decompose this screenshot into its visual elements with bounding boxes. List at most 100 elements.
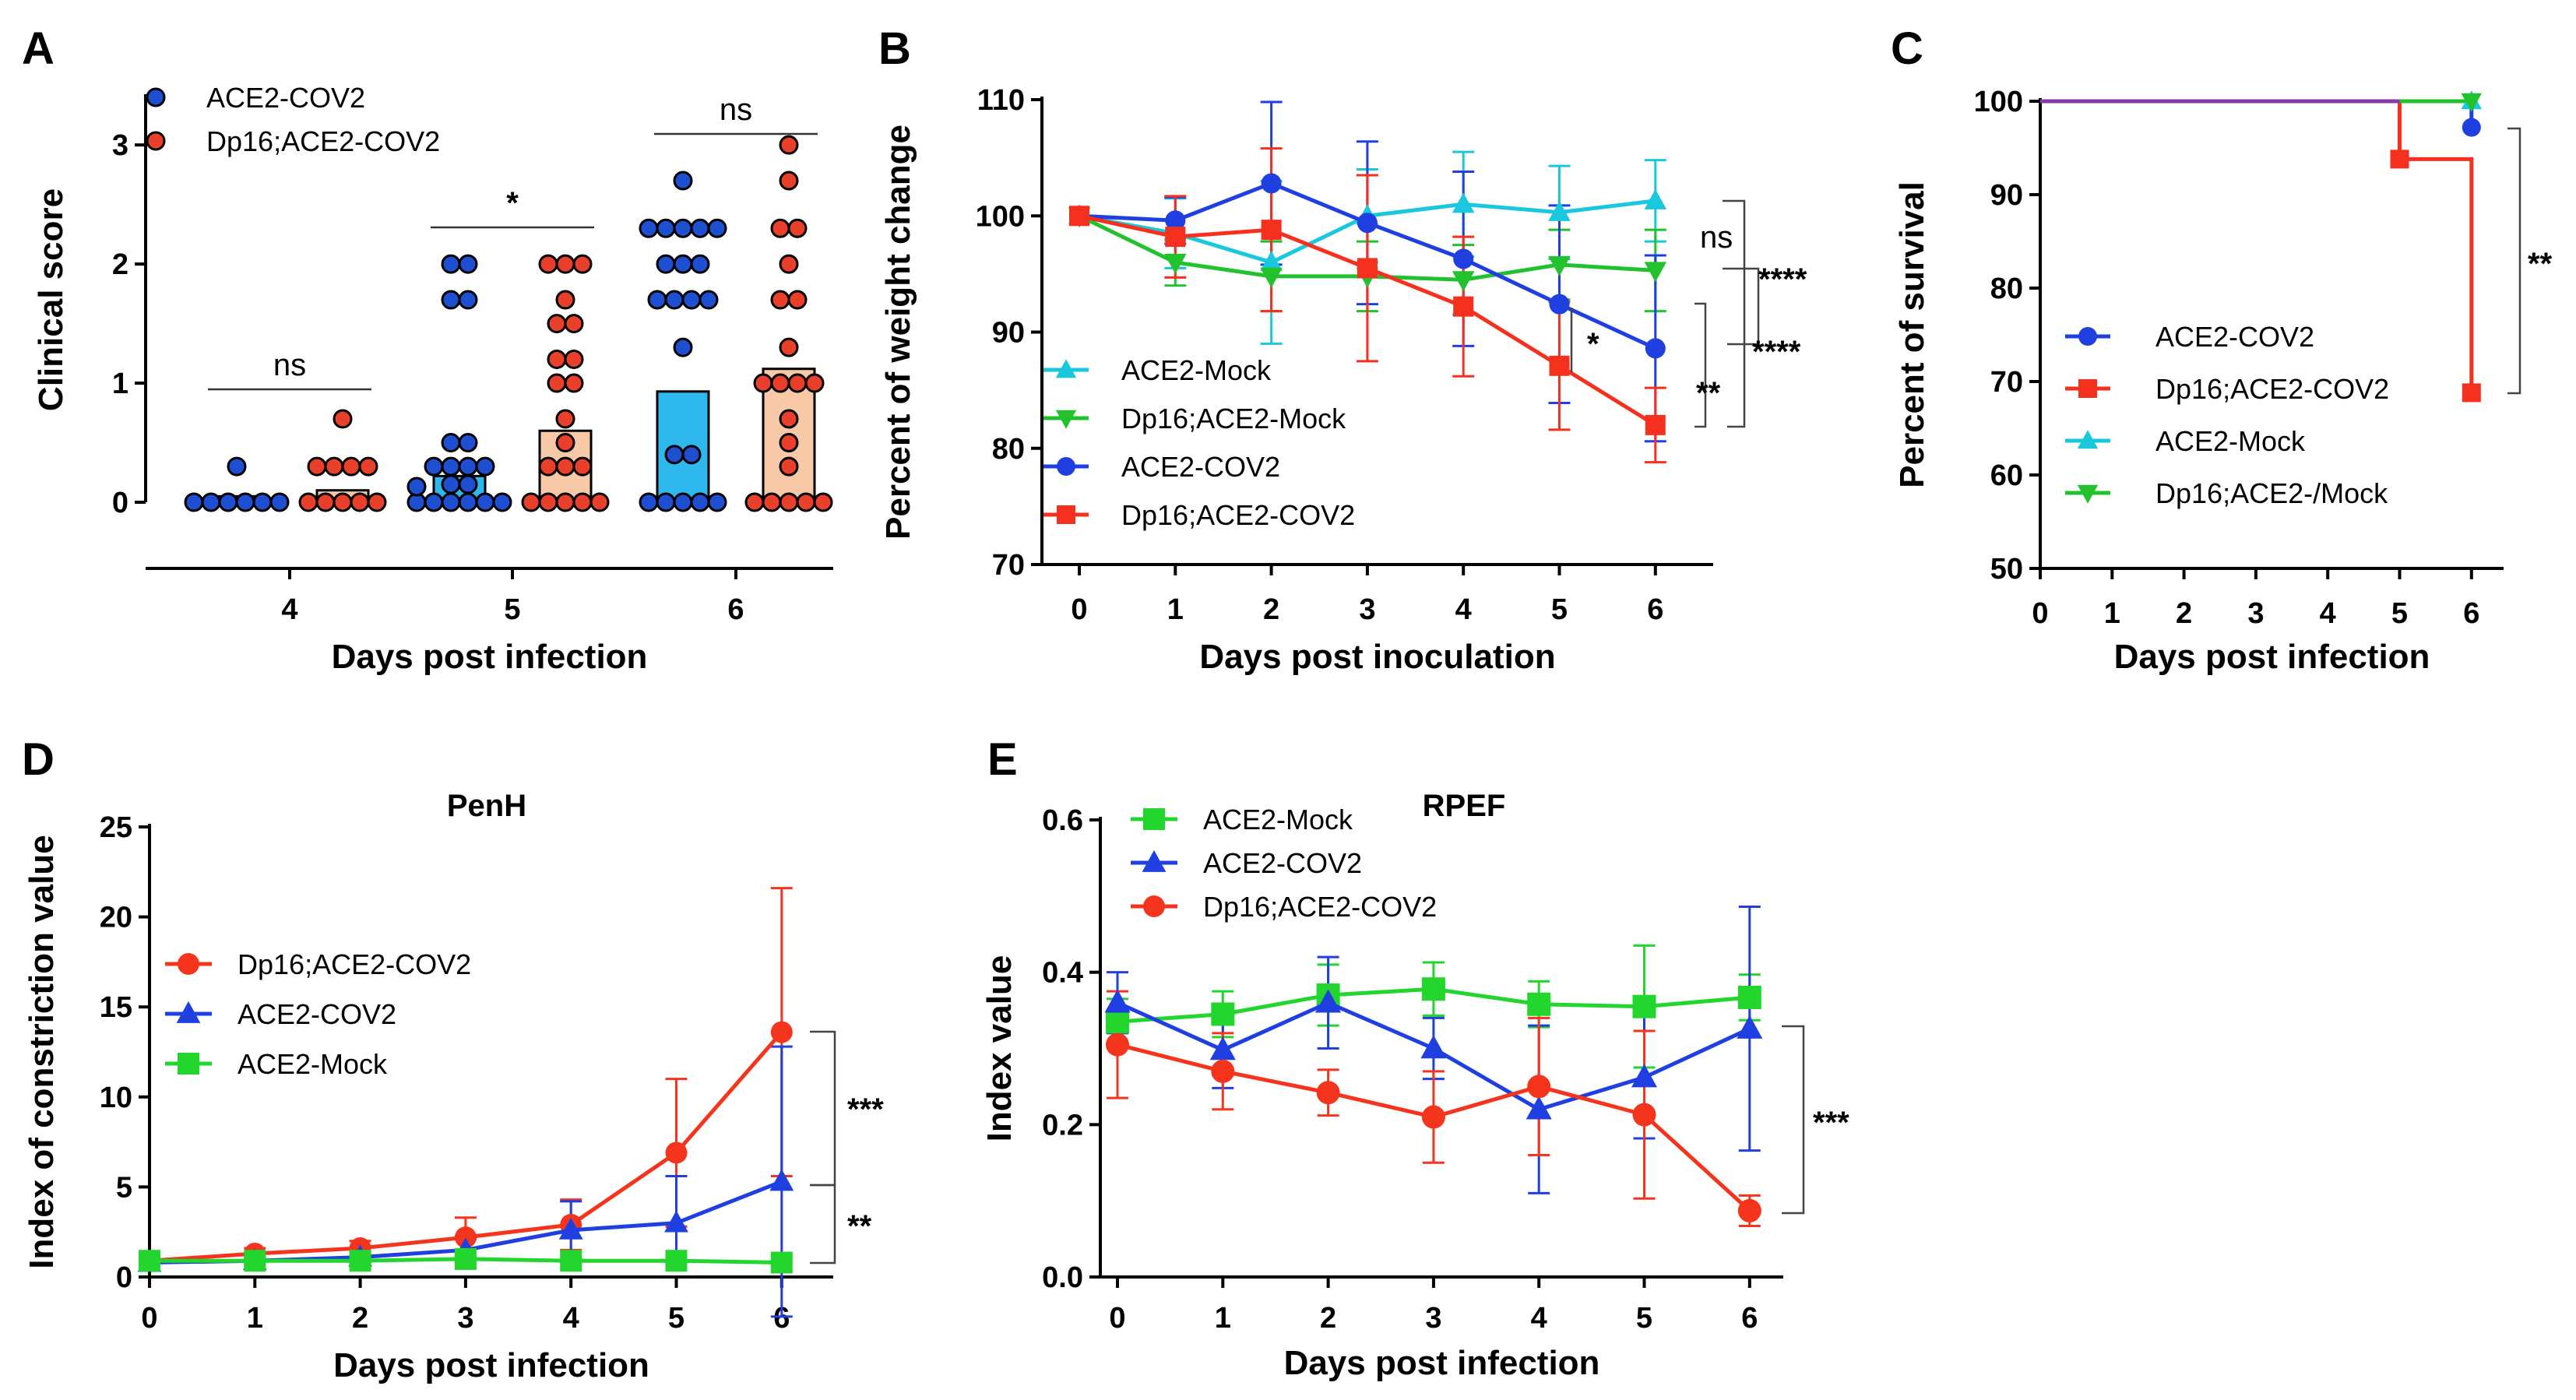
data-point: [1737, 985, 1761, 1009]
chart-title: PenH: [447, 789, 526, 823]
data-point: [787, 373, 808, 393]
legend-label: ACE2-Mock: [1203, 804, 1353, 835]
legend-label: ACE2-Mock: [2155, 425, 2306, 457]
x-tick-label: 4: [1455, 593, 1472, 626]
bar-mean: [656, 390, 710, 504]
data-point: [1549, 294, 1570, 315]
x-axis-label: Days post infection: [332, 638, 648, 676]
data-point: [358, 456, 378, 477]
data-point: [1548, 255, 1571, 276]
data-point: [681, 445, 702, 465]
data-point: [1421, 1105, 1445, 1129]
x-axis-label: Days post inoculation: [1199, 638, 1555, 676]
data-point: [367, 492, 387, 512]
y-tick-label: 100: [976, 200, 1025, 233]
chart-title: RPEF: [1423, 789, 1506, 823]
x-tick-label: 5: [2391, 597, 2408, 630]
data-point: [424, 456, 444, 477]
data-point: [350, 492, 370, 512]
y-axis-label: Clinical score: [32, 188, 70, 411]
data-point: [564, 314, 584, 334]
data-point: [804, 373, 825, 393]
data-point: [2462, 118, 2481, 137]
data-point: [560, 1250, 582, 1272]
data-point: [673, 337, 693, 357]
data-point: [690, 218, 710, 238]
data-point: [1452, 271, 1475, 292]
y-tick-label: 10: [100, 1082, 132, 1114]
data-point: [647, 290, 667, 310]
x-tick-label: 1: [1167, 593, 1184, 626]
data-point: [665, 1141, 688, 1164]
data-point: [813, 492, 833, 512]
y-tick-label: 70: [1990, 366, 2023, 399]
legend-label: Dp16;ACE2-/Mock: [2155, 477, 2388, 509]
data-point: [1632, 1103, 1656, 1127]
x-tick-label: 3: [1425, 1302, 1441, 1335]
data-point: [441, 474, 461, 494]
data-point: [2390, 149, 2409, 169]
data-point: [1106, 1010, 1129, 1034]
y-tick-label: 0.4: [1042, 957, 1083, 990]
data-point: [558, 1217, 583, 1240]
x-tick-label: 4: [563, 1302, 579, 1335]
y-tick-label: 0: [116, 1261, 132, 1294]
data-point: [458, 492, 478, 512]
panel-label-a: A: [22, 23, 55, 74]
legend-marker: [1142, 849, 1167, 872]
data-point: [1106, 1032, 1129, 1057]
data-point: [139, 1250, 160, 1272]
legend-label: ACE2-Mock: [238, 1048, 388, 1080]
data-point: [454, 1226, 477, 1249]
legend-marker: [1055, 359, 1077, 378]
data-point: [1453, 296, 1474, 317]
data-point: [349, 1250, 371, 1272]
legend-label: Dp16;ACE2-COV2: [1203, 891, 1437, 923]
data-point: [779, 492, 799, 512]
legend-marker: [1055, 410, 1077, 429]
legend-marker: [2077, 430, 2099, 449]
data-point: [1260, 267, 1283, 288]
data-point: [779, 337, 799, 357]
x-tick-label: 1: [1215, 1302, 1231, 1335]
data-point: [1209, 1036, 1236, 1061]
data-point: [664, 1210, 688, 1233]
data-point: [656, 492, 676, 512]
significance-bracket: [1694, 302, 1707, 428]
legend-label: Dp16;ACE2-COV2: [238, 948, 471, 980]
significance-label: *: [506, 186, 519, 220]
data-point: [235, 492, 255, 512]
data-point: [787, 290, 808, 310]
legend-marker: [1143, 895, 1165, 917]
y-axis-label: Index value: [980, 955, 1019, 1142]
x-axis-label: Days post infection: [1284, 1344, 1600, 1382]
significance-label: ****: [1758, 262, 1807, 297]
data-point: [555, 409, 575, 429]
data-point: [639, 492, 659, 512]
data-point: [1357, 258, 1378, 279]
significance-label: **: [847, 1209, 872, 1243]
legend-label: Dp16;ACE2-COV2: [1121, 499, 1355, 531]
y-tick-label: 20: [100, 902, 132, 934]
y-tick-label: 0.0: [1042, 1261, 1083, 1294]
y-tick-label: 2: [112, 248, 128, 281]
data-point: [665, 1250, 688, 1272]
data-point: [1069, 206, 1089, 227]
data-point: [664, 290, 684, 310]
data-point: [538, 492, 558, 512]
data-point: [547, 349, 567, 369]
data-point: [572, 456, 593, 477]
legend-label: ACE2-COV2: [2155, 321, 2314, 353]
data-point: [1420, 1035, 1447, 1059]
data-point: [787, 218, 808, 238]
data-point: [547, 314, 567, 334]
y-tick-label: 60: [1990, 459, 2023, 492]
y-tick-label: 0.2: [1042, 1109, 1083, 1141]
data-point: [307, 456, 327, 477]
data-point: [2461, 93, 2482, 112]
significance-bracket: [1727, 343, 1746, 428]
data-point: [555, 492, 575, 512]
data-point: [1631, 1064, 1657, 1088]
x-tick-label: 1: [247, 1302, 263, 1335]
y-tick-label: 5: [116, 1171, 132, 1204]
